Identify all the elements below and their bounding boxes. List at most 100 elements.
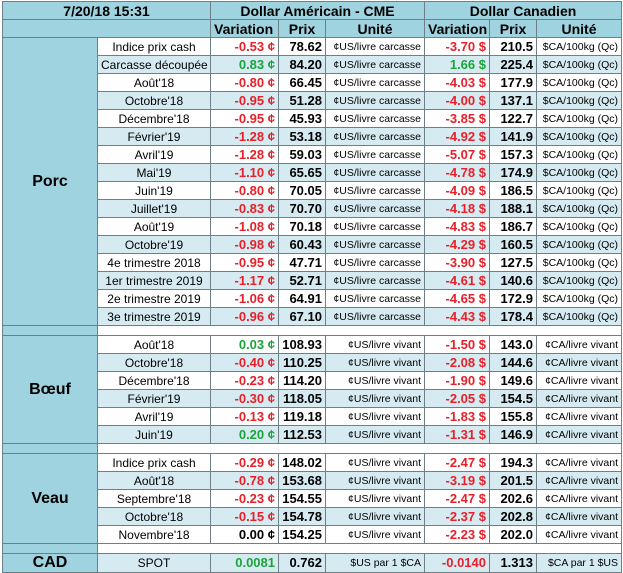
- cad-variation: -1.83 $: [424, 407, 490, 426]
- section-spacer: [2, 543, 623, 554]
- row-label: Juillet'19: [97, 199, 211, 218]
- section-label: Bœuf: [2, 335, 98, 444]
- cad-prix: 177.9: [489, 73, 537, 92]
- usd-unit: ¢US/livre vivant: [325, 471, 425, 490]
- table-row: Porc Indice prix cash -0.53 ¢ 78.62 ¢US/livr…: [2, 37, 623, 326]
- cad-unit: ¢CA/livre vivant: [535, 425, 623, 444]
- cad-variation: -2.47 $: [424, 453, 490, 472]
- cad-prix: 178.4: [489, 307, 537, 326]
- cad-variation-header: Variation: [424, 19, 490, 38]
- usd-unit: ¢US/livre vivant: [325, 425, 425, 444]
- usd-variation: -0.95 ¢: [210, 253, 279, 272]
- cad-unit: $CA/100kg (Qc): [535, 73, 623, 92]
- usd-variation: 0.0081: [210, 553, 279, 573]
- table-row: Septembre'18 -0.23 ¢ 154.55 ¢US/livre vivan…: [2, 489, 623, 508]
- usd-prix: 52.71: [278, 271, 326, 290]
- spacer-cell: [2, 543, 98, 554]
- cad-variation: -0.0140: [424, 553, 490, 573]
- row-label: 4e trimestre 2018: [97, 253, 211, 272]
- usd-prix: 65.65: [278, 163, 326, 182]
- spacer-cell: [96, 543, 623, 554]
- table-row: Août'19 -1.08 ¢ 70.18 ¢US/livre carcasse -4.…: [2, 217, 623, 236]
- cad-prix: 146.9: [489, 425, 537, 444]
- usd-variation: -0.23 ¢: [210, 371, 279, 390]
- usd-unit: ¢US/livre carcasse: [325, 307, 425, 326]
- table-row: Octobre'18 -0.40 ¢ 110.25 ¢US/livre vivant -…: [2, 353, 623, 372]
- table-row: Juillet'19 -0.83 ¢ 70.70 ¢US/livre carcasse…: [2, 199, 623, 218]
- usd-prix: 53.18: [278, 127, 326, 146]
- table-row: Février'19 -1.28 ¢ 53.18 ¢US/livre carcasse…: [2, 127, 623, 146]
- usd-prix: 114.20: [278, 371, 326, 390]
- usd-variation: -1.06 ¢: [210, 289, 279, 308]
- usd-variation: 0.20 ¢: [210, 425, 279, 444]
- cad-unit: ¢CA/livre vivant: [535, 507, 623, 526]
- usd-variation: 0.83 ¢: [210, 55, 279, 74]
- row-label: Août'18: [97, 335, 211, 354]
- cad-variation: -2.37 $: [424, 507, 490, 526]
- usd-group-title: Dollar Américain - CME: [210, 1, 425, 20]
- usd-unit: ¢US/livre carcasse: [325, 145, 425, 164]
- cad-variation: -4.92 $: [424, 127, 490, 146]
- cad-variation: -2.47 $: [424, 489, 490, 508]
- usd-prix: 108.93: [278, 335, 326, 354]
- usd-unit: ¢US/livre carcasse: [325, 55, 425, 74]
- table-row: Octobre'18 -0.15 ¢ 154.78 ¢US/livre vivant -…: [2, 507, 623, 526]
- usd-unit: ¢US/livre vivant: [325, 389, 425, 408]
- usd-unit: ¢US/livre vivant: [325, 489, 425, 508]
- cad-prix: 137.1: [489, 91, 537, 110]
- row-label: Indice prix cash: [97, 453, 211, 472]
- cad-prix: 174.9: [489, 163, 537, 182]
- cad-variation: -3.90 $: [424, 253, 490, 272]
- usd-prix: 59.03: [278, 145, 326, 164]
- usd-variation: -0.78 ¢: [210, 471, 279, 490]
- usd-prix: 0.762: [278, 553, 326, 573]
- table-row: 3e trimestre 2019 -0.96 ¢ 67.10 ¢US/livre c…: [2, 307, 623, 326]
- cad-prix: 225.4: [489, 55, 537, 74]
- usd-prix: 119.18: [278, 407, 326, 426]
- cad-variation: -4.03 $: [424, 73, 490, 92]
- cad-group-title: Dollar Canadien: [423, 1, 623, 20]
- usd-prix-header: Prix: [278, 19, 326, 38]
- cad-unit: $CA/100kg (Qc): [535, 37, 623, 56]
- cad-prix: 194.3: [489, 453, 537, 472]
- usd-variation: -1.17 ¢: [210, 271, 279, 290]
- row-label: Décembre'18: [97, 109, 211, 128]
- cad-variation: -4.18 $: [424, 199, 490, 218]
- spacer-cell: [2, 443, 98, 454]
- usd-unit: ¢US/livre carcasse: [325, 163, 425, 182]
- usd-unit: $US par 1 $CA: [325, 553, 425, 573]
- cad-unit: $CA/100kg (Qc): [535, 91, 623, 110]
- usd-prix: 112.53: [278, 425, 326, 444]
- row-label: Indice prix cash: [97, 37, 211, 56]
- row-label: 2e trimestre 2019: [97, 289, 211, 308]
- row-label: Octobre'18: [97, 507, 211, 526]
- table-row: Février'19 -0.30 ¢ 118.05 ¢US/livre vivant -…: [2, 389, 623, 408]
- row-label: 1er trimestre 2019: [97, 271, 211, 290]
- cad-prix: 202.0: [489, 525, 537, 544]
- cad-prix: 140.6: [489, 271, 537, 290]
- row-label: Février'19: [97, 127, 211, 146]
- cad-prix: 1.313: [489, 553, 537, 573]
- cad-variation: -5.07 $: [424, 145, 490, 164]
- usd-variation: 0.00 ¢: [210, 525, 279, 544]
- table-row: Bœuf Août'18 0.03 ¢ 108.93 ¢US/livre vivant -…: [2, 335, 623, 444]
- cad-variation: -1.50 $: [424, 335, 490, 354]
- cad-variation: -2.08 $: [424, 353, 490, 372]
- table-row: Octobre'18 -0.95 ¢ 51.28 ¢US/livre carcasse…: [2, 91, 623, 110]
- usd-unit: ¢US/livre vivant: [325, 525, 425, 544]
- cad-variation: -4.78 $: [424, 163, 490, 182]
- usd-unit: ¢US/livre carcasse: [325, 127, 425, 146]
- table-row: Octobre'19 -0.98 ¢ 60.43 ¢US/livre carcasse…: [2, 235, 623, 254]
- cad-variation: -4.00 $: [424, 91, 490, 110]
- row-label: Avril'19: [97, 145, 211, 164]
- cad-unit: ¢CA/livre vivant: [535, 353, 623, 372]
- cad-variation: -3.85 $: [424, 109, 490, 128]
- cad-unit: $CA/100kg (Qc): [535, 199, 623, 218]
- usd-prix: 67.10: [278, 307, 326, 326]
- usd-variation: -0.98 ¢: [210, 235, 279, 254]
- usd-variation-header: Variation: [210, 19, 279, 38]
- section-label: Veau: [2, 453, 98, 544]
- cad-unit: $CA/100kg (Qc): [535, 181, 623, 200]
